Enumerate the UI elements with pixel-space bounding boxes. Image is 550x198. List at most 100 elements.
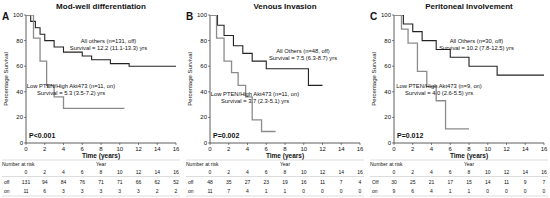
table-year: 6 — [449, 169, 452, 175]
table-cell: 7 — [543, 179, 546, 185]
panel-letter: A — [2, 11, 9, 22]
table-cell: 11 — [504, 179, 509, 185]
y-tick — [24, 143, 26, 144]
table-year: 2 — [227, 169, 230, 175]
x-tick — [247, 143, 248, 145]
y-axis — [26, 15, 27, 143]
table-cell: 16 — [301, 179, 307, 185]
table-cell: 1 — [265, 188, 268, 194]
table-cell: 3 — [81, 188, 84, 194]
y-tick-label: 100 — [13, 12, 24, 18]
x-axis-label: Time (years) — [450, 152, 488, 160]
risk-table: Number at riskYear0246810121416off483527… — [186, 160, 364, 196]
x-tick — [157, 143, 158, 145]
x-tick — [266, 143, 267, 145]
table-title: Number at risk — [186, 161, 219, 167]
table-cell: 62 — [154, 179, 160, 185]
legend-label: Low PTEN/High Akt473 (n=9, on) — [396, 83, 482, 89]
y-tick — [392, 40, 394, 41]
survival-label: Survival = 4.0 (2.6-5.5) yrs — [405, 90, 473, 96]
x-axis-label: Time (years) — [266, 152, 304, 160]
survival-label: Survival = 3.7 (2.3-5.1) yrs — [221, 98, 289, 104]
table-rule — [2, 176, 180, 177]
x-tick-label: 12 — [319, 146, 326, 152]
y-tick — [392, 117, 394, 118]
x-tick — [487, 143, 488, 145]
x-tick — [138, 143, 139, 145]
y-tick-label: 40 — [384, 89, 391, 95]
survival-curve — [210, 15, 276, 131]
table-year: 14 — [154, 169, 160, 175]
table-cell: 11 — [23, 188, 28, 194]
x-tick — [341, 143, 342, 145]
plot-area — [26, 15, 176, 108]
x-tick — [469, 143, 470, 145]
y-tick — [208, 15, 210, 16]
y-tick — [24, 66, 26, 67]
table-cell: 21 — [429, 179, 435, 185]
table-cell: 4 — [359, 179, 362, 185]
x-tick — [322, 143, 323, 145]
y-axis — [210, 15, 211, 143]
legend-label: Low PTEN/High Akt473 (n=11, on) — [211, 91, 299, 97]
table-cell: 71 — [117, 179, 123, 185]
survival-label: Survival = 12.2 (11.1-13.3) yrs — [70, 45, 147, 51]
y-tick-label: 100 — [197, 12, 208, 18]
table-cell: 7 — [340, 179, 343, 185]
table-year: 14 — [338, 169, 344, 175]
x-tick-label: 12 — [135, 146, 142, 152]
survival-curve — [394, 15, 469, 129]
x-tick-label: 4 — [62, 146, 66, 152]
table-title: Number at risk — [2, 161, 35, 167]
x-tick-label: 2 — [411, 146, 415, 152]
survival-curve — [26, 15, 124, 108]
table-year: 12 — [504, 169, 510, 175]
table-cell: 1 — [468, 188, 471, 194]
y-tick — [392, 91, 394, 92]
x-tick — [228, 143, 229, 145]
y-axis-label: Percentage Survival — [371, 52, 377, 106]
table-year: 8 — [100, 169, 103, 175]
table-year: 10 — [485, 169, 491, 175]
table-year: 4 — [246, 169, 249, 175]
table-cell: 0 — [340, 188, 343, 194]
table-cell: 1 — [449, 188, 452, 194]
table-cell: 11 — [320, 179, 325, 185]
y-tick — [24, 91, 26, 92]
table-year: 16 — [173, 169, 179, 175]
panel-letter: B — [186, 11, 193, 22]
y-tick-label: 40 — [16, 89, 23, 95]
x-tick — [176, 143, 177, 145]
x-tick — [63, 143, 64, 145]
table-rule — [2, 196, 180, 197]
x-tick-label: 14 — [338, 146, 345, 152]
risk-table: Number at riskYear0246810121416off131948… — [2, 160, 180, 196]
table-cell: 6 — [411, 188, 414, 194]
panel-title: Mod-well differentiation — [56, 2, 146, 11]
x-tick — [101, 143, 102, 145]
x-tick — [360, 143, 361, 145]
x-tick-label: 16 — [173, 146, 180, 152]
table-cell: 11 — [207, 188, 212, 194]
table-year: 10 — [117, 169, 123, 175]
x-tick — [525, 143, 526, 145]
y-tick-label: 80 — [384, 38, 391, 44]
table-rule — [186, 176, 364, 177]
table-rule — [186, 196, 364, 197]
table-cell: 3 — [100, 188, 103, 194]
y-tick-label: 60 — [200, 63, 207, 69]
x-tick-label: 0 — [24, 146, 28, 152]
table-rule — [370, 196, 548, 197]
y-tick — [24, 40, 26, 41]
x-tick-label: 2 — [227, 146, 231, 152]
x-tick-label: 14 — [154, 146, 161, 152]
table-year: 12 — [320, 169, 326, 175]
x-tick-label: 0 — [208, 146, 212, 152]
table-cell: 48 — [207, 179, 213, 185]
x-tick — [431, 143, 432, 145]
x-tick-label: 16 — [357, 146, 364, 152]
table-cell: 131 — [22, 179, 31, 185]
table-year: 8 — [284, 169, 287, 175]
table-cell: 52 — [173, 179, 179, 185]
y-tick-label: 20 — [384, 114, 391, 120]
